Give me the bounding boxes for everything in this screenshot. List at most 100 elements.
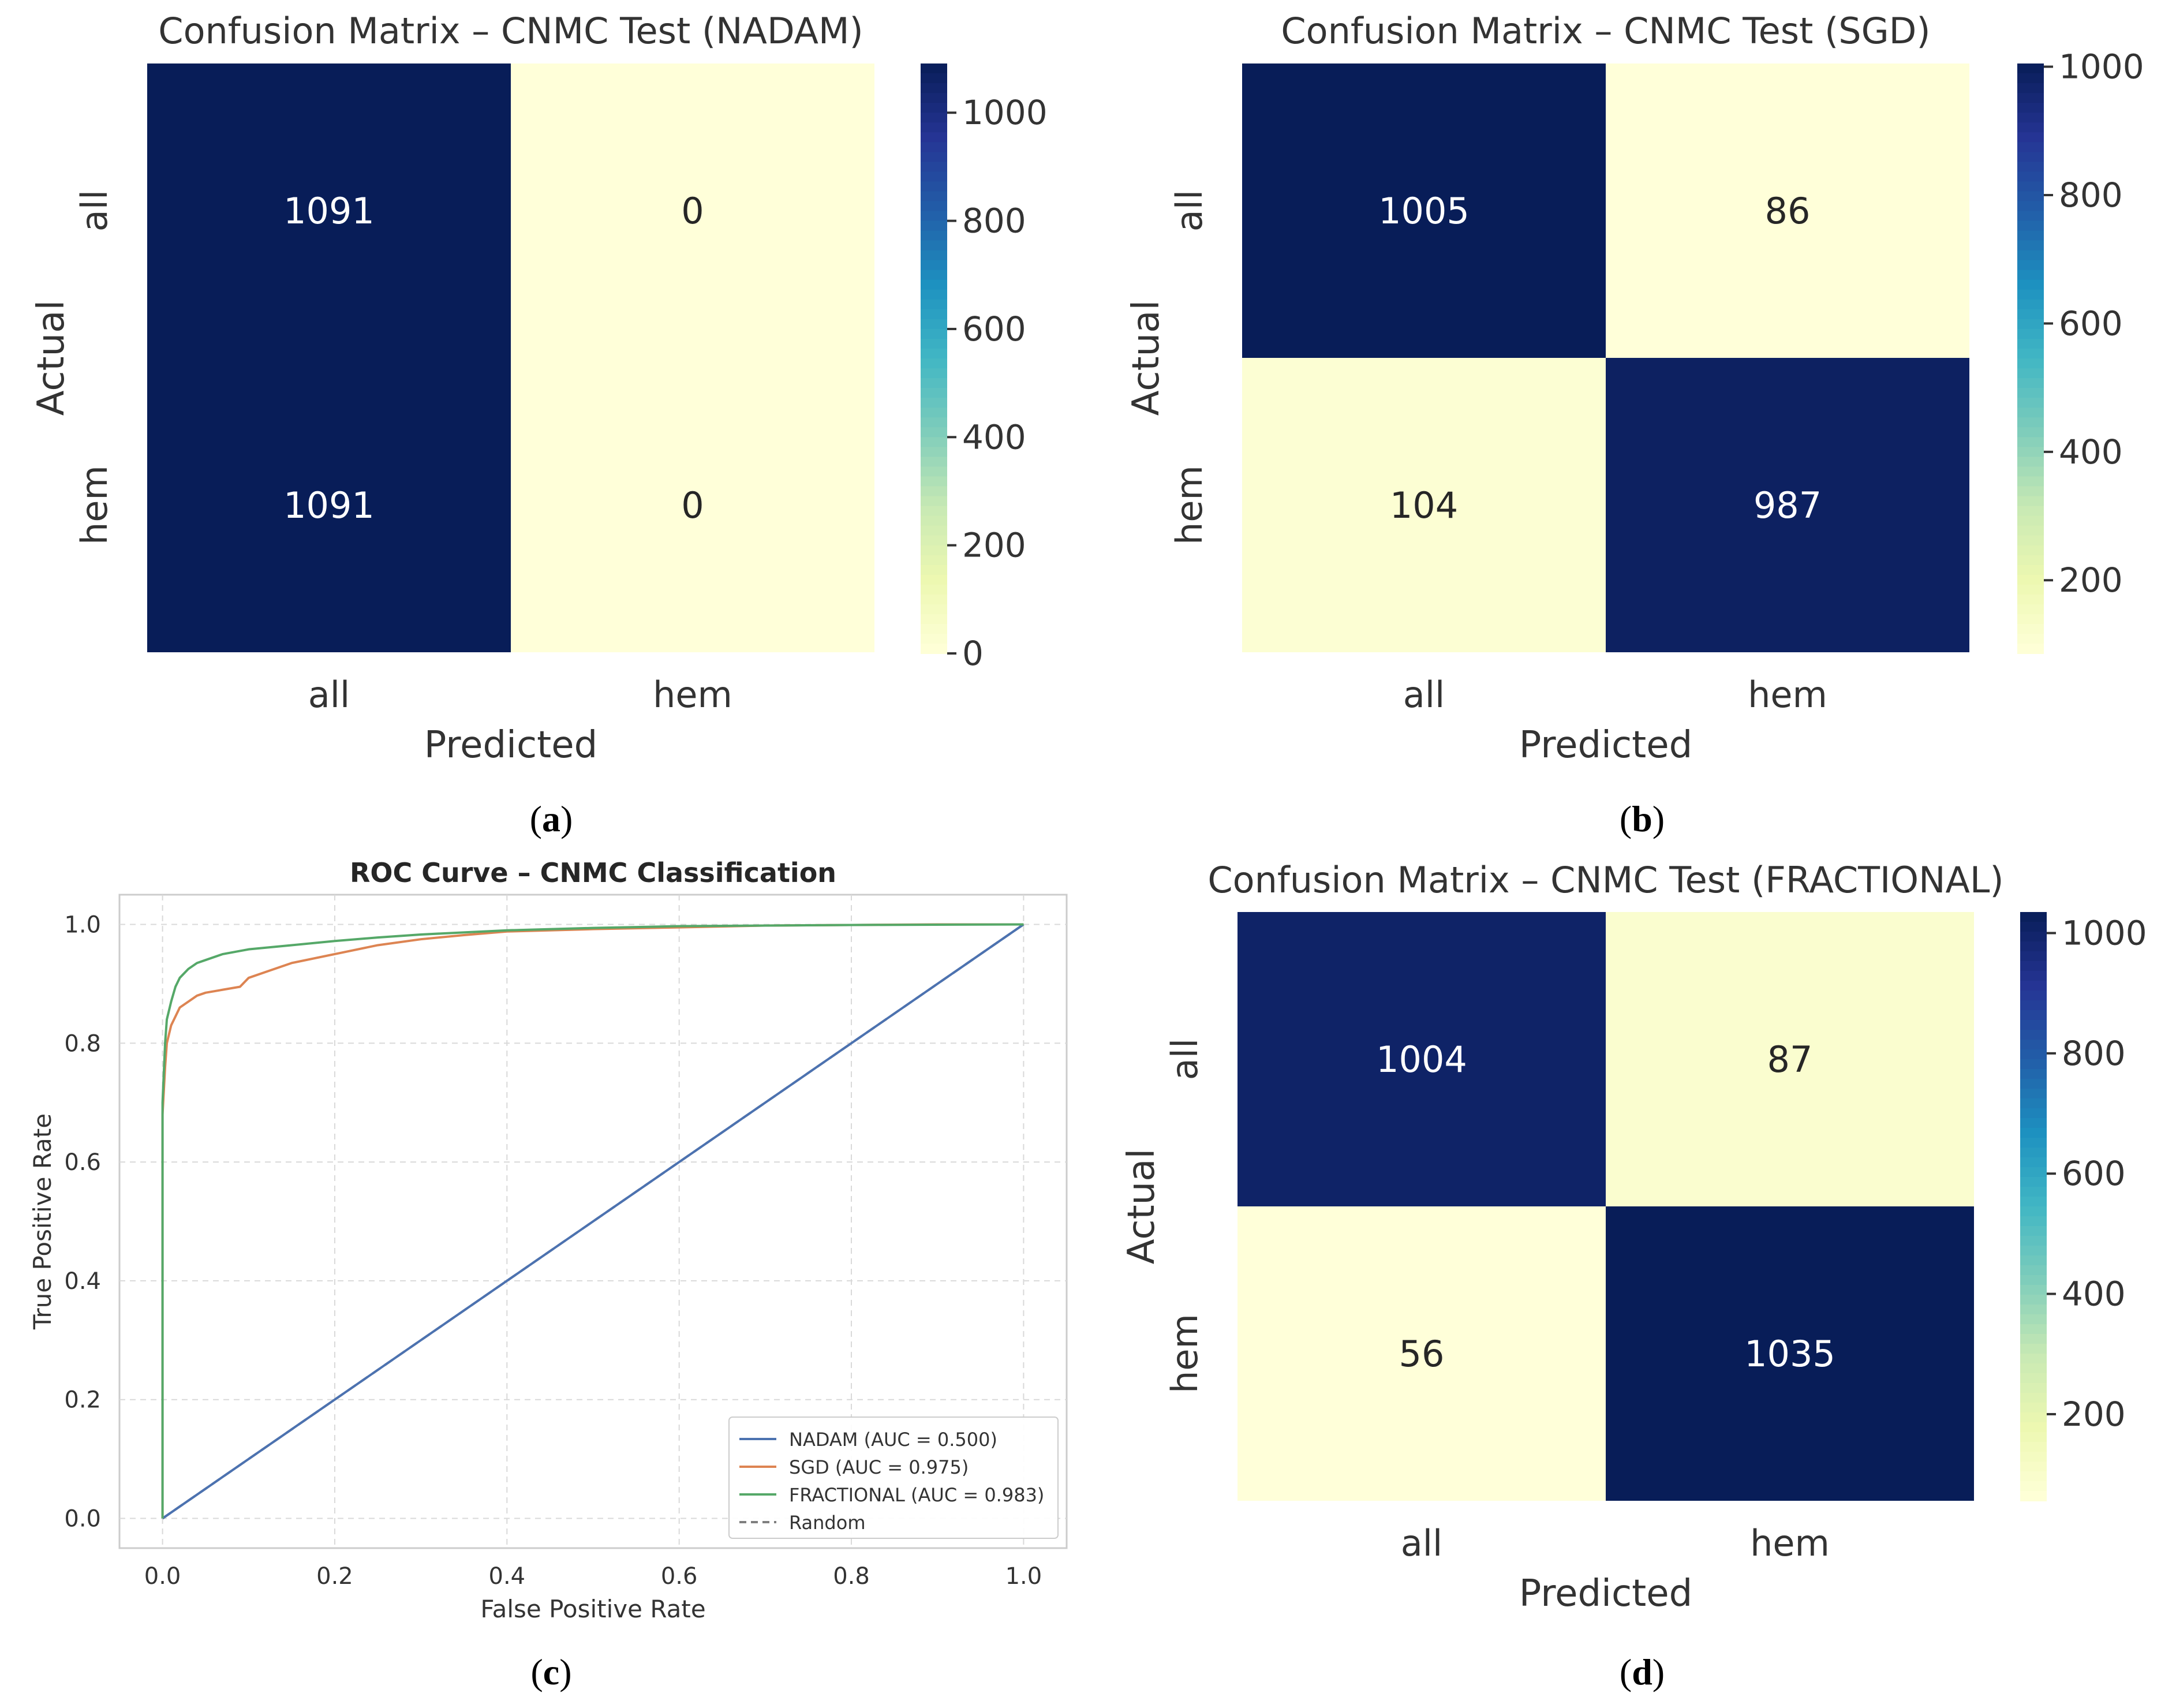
- colorbar-segment: [2017, 594, 2044, 605]
- colorbar-segment: [921, 319, 947, 330]
- colorbar-segment: [921, 171, 947, 182]
- colorbar-segment: [2017, 171, 2044, 182]
- panel-a-heatmap: Confusion Matrix – CNMC Test (NADAM) 1091…: [30, 10, 1048, 767]
- colorbar-segment: [921, 584, 947, 595]
- x-tick-label: 1.0: [1005, 1563, 1042, 1590]
- colorbar-segment: [2020, 961, 2047, 971]
- colorbar-segment: [921, 574, 947, 585]
- chart-title: Confusion Matrix – CNMC Test (FRACTIONAL…: [1207, 859, 2003, 901]
- colorbar-segment: [2020, 1314, 2047, 1325]
- colorbar-segment: [2017, 299, 2044, 310]
- colorbar-segment: [2020, 1049, 2047, 1060]
- legend-label: NADAM (AUC = 0.500): [789, 1429, 997, 1451]
- colorbar-segment: [921, 398, 947, 409]
- colorbar-segment: [2020, 1275, 2047, 1285]
- colorbar-segment: [2017, 270, 2044, 281]
- colorbar-segment: [2017, 132, 2044, 143]
- heatmap-cell: [1237, 912, 1606, 1206]
- colorbar-segment: [921, 545, 947, 556]
- series-line: [162, 923, 1025, 1520]
- colorbar-segment: [921, 240, 947, 251]
- colorbar-segment: [2020, 1471, 2047, 1482]
- colorbar-segment: [2017, 319, 2044, 330]
- colorbar-segment: [2017, 358, 2044, 369]
- legend-label: Random: [789, 1512, 865, 1534]
- x-tick-label: hem: [1750, 1522, 1830, 1564]
- colorbar-segment: [921, 388, 947, 399]
- colorbar-segment: [2020, 1079, 2047, 1089]
- colorbar-segment: [2017, 555, 2044, 566]
- colorbar-segment: [2020, 1216, 2047, 1227]
- colorbar-segment: [2017, 584, 2044, 595]
- colorbar-segment: [2017, 496, 2044, 507]
- colorbar-segment: [921, 515, 947, 526]
- colorbar-segment: [921, 378, 947, 389]
- colorbar-segment: [921, 230, 947, 241]
- colorbar-segment: [2017, 201, 2044, 212]
- colorbar-segment: [2020, 1246, 2047, 1256]
- colorbar-segment: [921, 457, 947, 468]
- colorbar-tick-label: 600: [962, 309, 1026, 349]
- colorbar-segment: [2017, 240, 2044, 251]
- colorbar-segment: [2020, 1255, 2047, 1266]
- colorbar-segment: [2017, 250, 2044, 261]
- heatmap-cell: [147, 358, 511, 652]
- colorbar-segment: [2020, 1167, 2047, 1178]
- colorbar-tick-label: 200: [2059, 560, 2123, 600]
- colorbar-tick-label: 1000: [962, 93, 1048, 132]
- colorbar-segment: [2020, 922, 2047, 932]
- x-axis-label: Predicted: [424, 724, 597, 767]
- colorbar-segment: [2017, 398, 2044, 409]
- colorbar-segment: [921, 162, 947, 173]
- colorbar-segment: [2017, 103, 2044, 114]
- y-tick-label: 0.4: [64, 1268, 101, 1295]
- colorbar-segment: [921, 447, 947, 458]
- caption-c: (c): [530, 1651, 571, 1692]
- colorbar-segment: [2020, 1452, 2047, 1462]
- x-tick-label: 0.6: [661, 1563, 698, 1590]
- colorbar-segment: [921, 93, 947, 104]
- heatmap-cell: [147, 63, 511, 358]
- colorbar-segment: [921, 633, 947, 644]
- x-tick-label: 0.4: [489, 1563, 526, 1590]
- colorbar-segment: [2017, 476, 2044, 487]
- colorbar-segment: [2020, 912, 2047, 922]
- x-axis-label: Predicted: [1519, 724, 1692, 767]
- colorbar-tick-label: 800: [2062, 1034, 2126, 1073]
- colorbar-segment: [921, 113, 947, 124]
- colorbar-segment: [2017, 83, 2044, 94]
- y-tick-label: hem: [73, 465, 115, 545]
- colorbar-tick-label: 800: [2059, 175, 2123, 215]
- y-tick-label: 1.0: [64, 911, 101, 938]
- colorbar-segment: [2020, 1148, 2047, 1158]
- colorbar-segment: [2017, 181, 2044, 192]
- colorbar-segment: [921, 289, 947, 300]
- colorbar-segment: [921, 328, 947, 339]
- colorbar-segment: [2020, 1403, 2047, 1413]
- colorbar-segment: [921, 279, 947, 290]
- y-tick-label: 0.8: [64, 1030, 101, 1057]
- colorbar-segment: [2017, 230, 2044, 241]
- colorbar-segment: [921, 211, 947, 222]
- colorbar-segment: [921, 427, 947, 438]
- colorbar-segment: [921, 476, 947, 487]
- caption-b: (b): [1620, 798, 1665, 839]
- colorbar-segment: [2017, 515, 2044, 526]
- colorbar-segment: [2017, 633, 2044, 644]
- x-tick-label: 0.0: [144, 1563, 181, 1590]
- colorbar-segment: [2020, 1128, 2047, 1138]
- colorbar-segment: [2020, 1000, 2047, 1011]
- cell-value: 0: [681, 484, 704, 526]
- colorbar-segment: [2020, 1334, 2047, 1344]
- colorbar-segment: [921, 270, 947, 281]
- colorbar-segment: [2017, 574, 2044, 585]
- colorbar-tick-label: 400: [962, 417, 1026, 457]
- colorbar-segment: [2020, 1010, 2047, 1021]
- colorbar-segment: [921, 220, 947, 231]
- heatmap-cell: [1606, 1206, 1974, 1501]
- colorbar-segment: [2020, 1226, 2047, 1236]
- colorbar-segment: [2020, 1108, 2047, 1119]
- colorbar-segment: [921, 73, 947, 84]
- cell-value: 87: [1767, 1038, 1813, 1081]
- colorbar-segment: [921, 103, 947, 114]
